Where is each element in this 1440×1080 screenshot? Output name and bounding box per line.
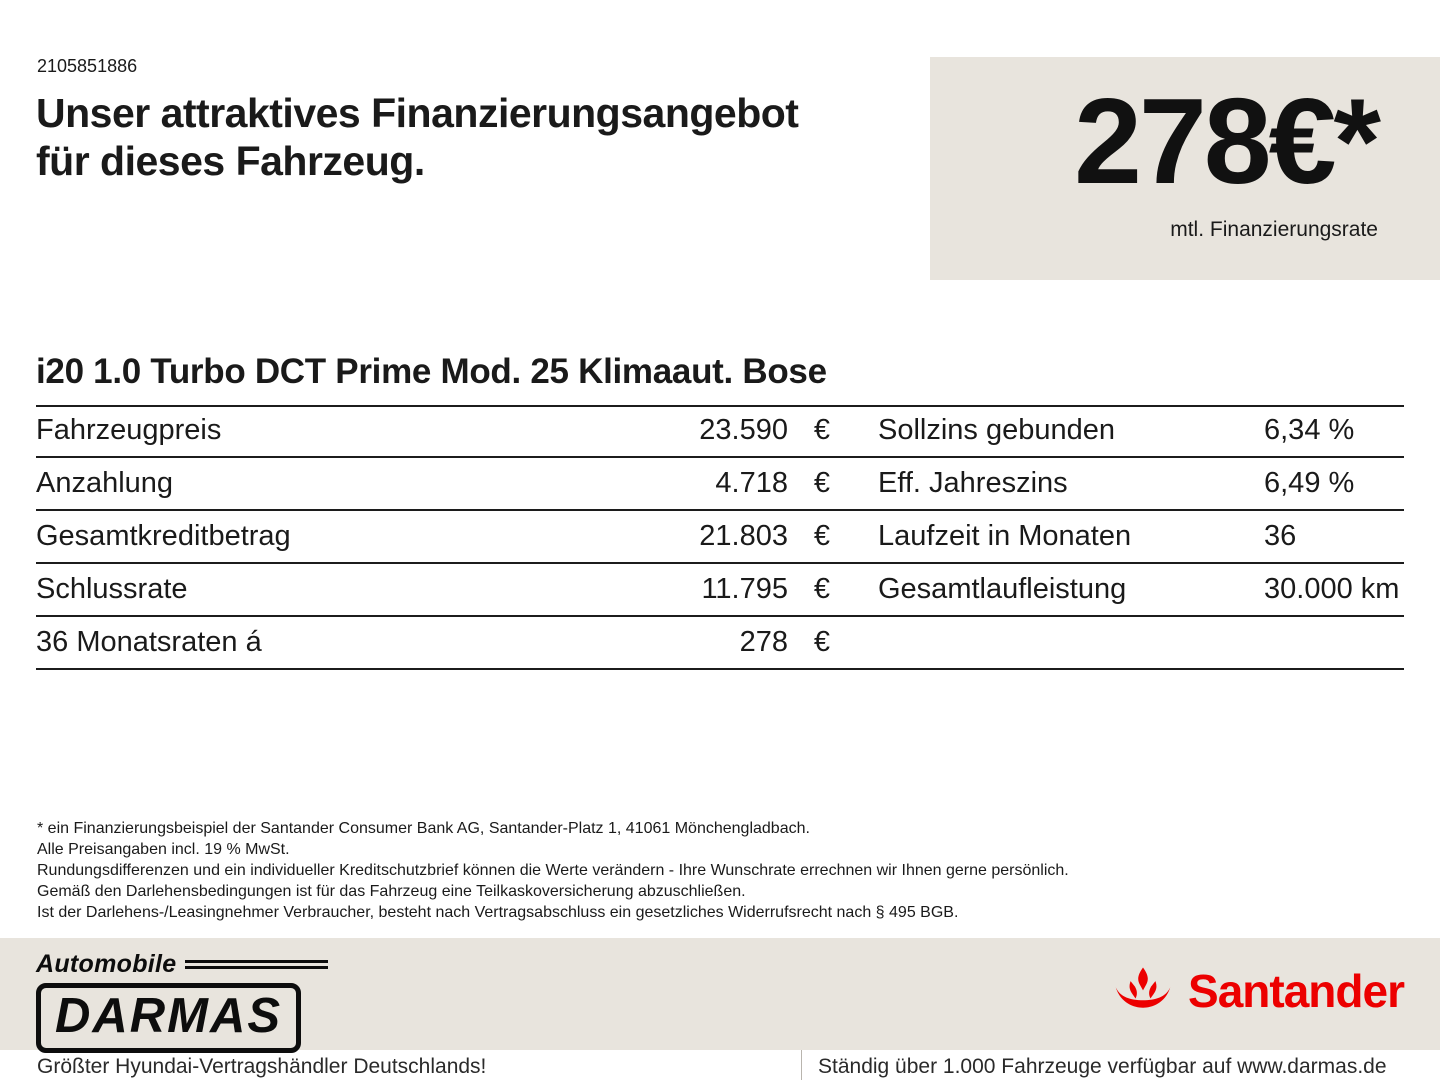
disclaimer: * ein Finanzierungsbeispiel der Santande… <box>37 818 1069 923</box>
disclaimer-line: Alle Preisangaben incl. 19 % MwSt. <box>37 841 290 858</box>
finance-row: Gesamtkreditbetrag 21.803 € Laufzeit in … <box>36 511 1404 564</box>
vehicle-title: i20 1.0 Turbo DCT Prime Mod. 25 Klimaaut… <box>36 352 1404 407</box>
finance-row-left: Anzahlung 4.718 € <box>36 467 830 500</box>
finance-table: Fahrzeugpreis 23.590 € Sollzins gebunden… <box>36 405 1404 670</box>
finance-value: 21.803 <box>699 520 788 552</box>
darmas-wordmark: DARMAS <box>36 983 302 1053</box>
monthly-rate-value: 278€* <box>1074 73 1381 209</box>
finance-unit: € <box>813 467 830 499</box>
footer-band <box>0 938 1440 1050</box>
finance-unit: € <box>813 626 830 658</box>
darmas-logo: Automobile DARMAS <box>36 950 328 1053</box>
disclaimer-line: Rundungsdifferenzen und ein individuelle… <box>37 862 1069 879</box>
finance-row: Fahrzeugpreis 23.590 € Sollzins gebunden… <box>36 405 1404 458</box>
santander-wordmark: Santander <box>1188 965 1405 1017</box>
santander-flame-icon <box>1115 967 1171 1008</box>
finance-row-left: Fahrzeugpreis 23.590 € <box>36 414 830 447</box>
finance-row-right: Sollzins gebunden 6,34 % <box>878 414 1404 447</box>
disclaimer-line: Ist der Darlehens-/Leasingnehmer Verbrau… <box>37 904 959 921</box>
disclaimer-line: Gemäß den Darlehensbedingungen ist für d… <box>37 883 746 900</box>
finance-label: Gesamtlaufleistung <box>878 573 1127 605</box>
finance-row-right: Gesamtlaufleistung 30.000 km <box>878 573 1404 606</box>
finance-unit: € <box>813 573 830 605</box>
finance-unit: € <box>813 520 830 552</box>
monthly-rate-label: mtl. Finanzierungsrate <box>1170 217 1378 241</box>
page-title: Unser attraktives Finanzierungsangebot f… <box>36 90 936 186</box>
finance-row-right: Eff. Jahreszins 6,49 % <box>878 467 1404 500</box>
finance-label: Laufzeit in Monaten <box>878 520 1132 552</box>
finance-value: 6,49 % <box>1264 467 1355 499</box>
finance-row-left: Gesamtkreditbetrag 21.803 € <box>36 520 830 553</box>
finance-unit: € <box>813 414 830 446</box>
finance-label: 36 Monatsraten á <box>36 626 262 658</box>
finance-value: 6,34 % <box>1264 414 1355 446</box>
finance-row-left: 36 Monatsraten á 278 € <box>36 626 830 659</box>
finance-value: 30.000 km <box>1264 573 1400 605</box>
finance-row-left: Schlussrate 11.795 € <box>36 573 830 606</box>
finance-label: Gesamtkreditbetrag <box>36 520 291 552</box>
finance-value: 11.795 <box>701 573 788 605</box>
darmas-logo-lines <box>184 960 328 969</box>
page-title-line1: Unser attraktives Finanzierungsangebot <box>36 90 799 136</box>
finance-label: Fahrzeugpreis <box>36 414 222 446</box>
finance-value: 278 <box>739 626 788 658</box>
document-id: 2105851886 <box>37 56 138 76</box>
santander-logo: Santander <box>1112 964 1405 1018</box>
page-title-line2: für dieses Fahrzeug. <box>36 137 425 184</box>
finance-row: Schlussrate 11.795 € Gesamtlaufleistung … <box>36 564 1404 617</box>
footer-claim-website: Ständig über 1.000 Fahrzeuge verfügbar a… <box>818 1055 1387 1078</box>
darmas-automobile-label: Automobile <box>36 950 177 978</box>
finance-label: Schlussrate <box>36 573 188 605</box>
finance-value: 23.590 <box>699 414 788 446</box>
finance-value: 36 <box>1264 520 1297 552</box>
footer-divider <box>801 1050 802 1080</box>
finance-label: Anzahlung <box>36 467 174 499</box>
darmas-logo-top: Automobile <box>36 950 328 979</box>
monthly-rate-box: 278€* mtl. Finanzierungsrate <box>930 57 1440 280</box>
disclaimer-line: * ein Finanzierungsbeispiel der Santande… <box>37 820 810 837</box>
finance-row-right: Laufzeit in Monaten 36 <box>878 520 1404 553</box>
footer-claim-dealer: Größter Hyundai-Vertragshändler Deutschl… <box>37 1055 487 1078</box>
finance-row: 36 Monatsraten á 278 € <box>36 617 1404 670</box>
finance-label: Eff. Jahreszins <box>878 467 1068 499</box>
finance-row: Anzahlung 4.718 € Eff. Jahreszins 6,49 % <box>36 458 1404 511</box>
finance-value: 4.718 <box>715 467 788 499</box>
finance-label: Sollzins gebunden <box>878 414 1116 446</box>
